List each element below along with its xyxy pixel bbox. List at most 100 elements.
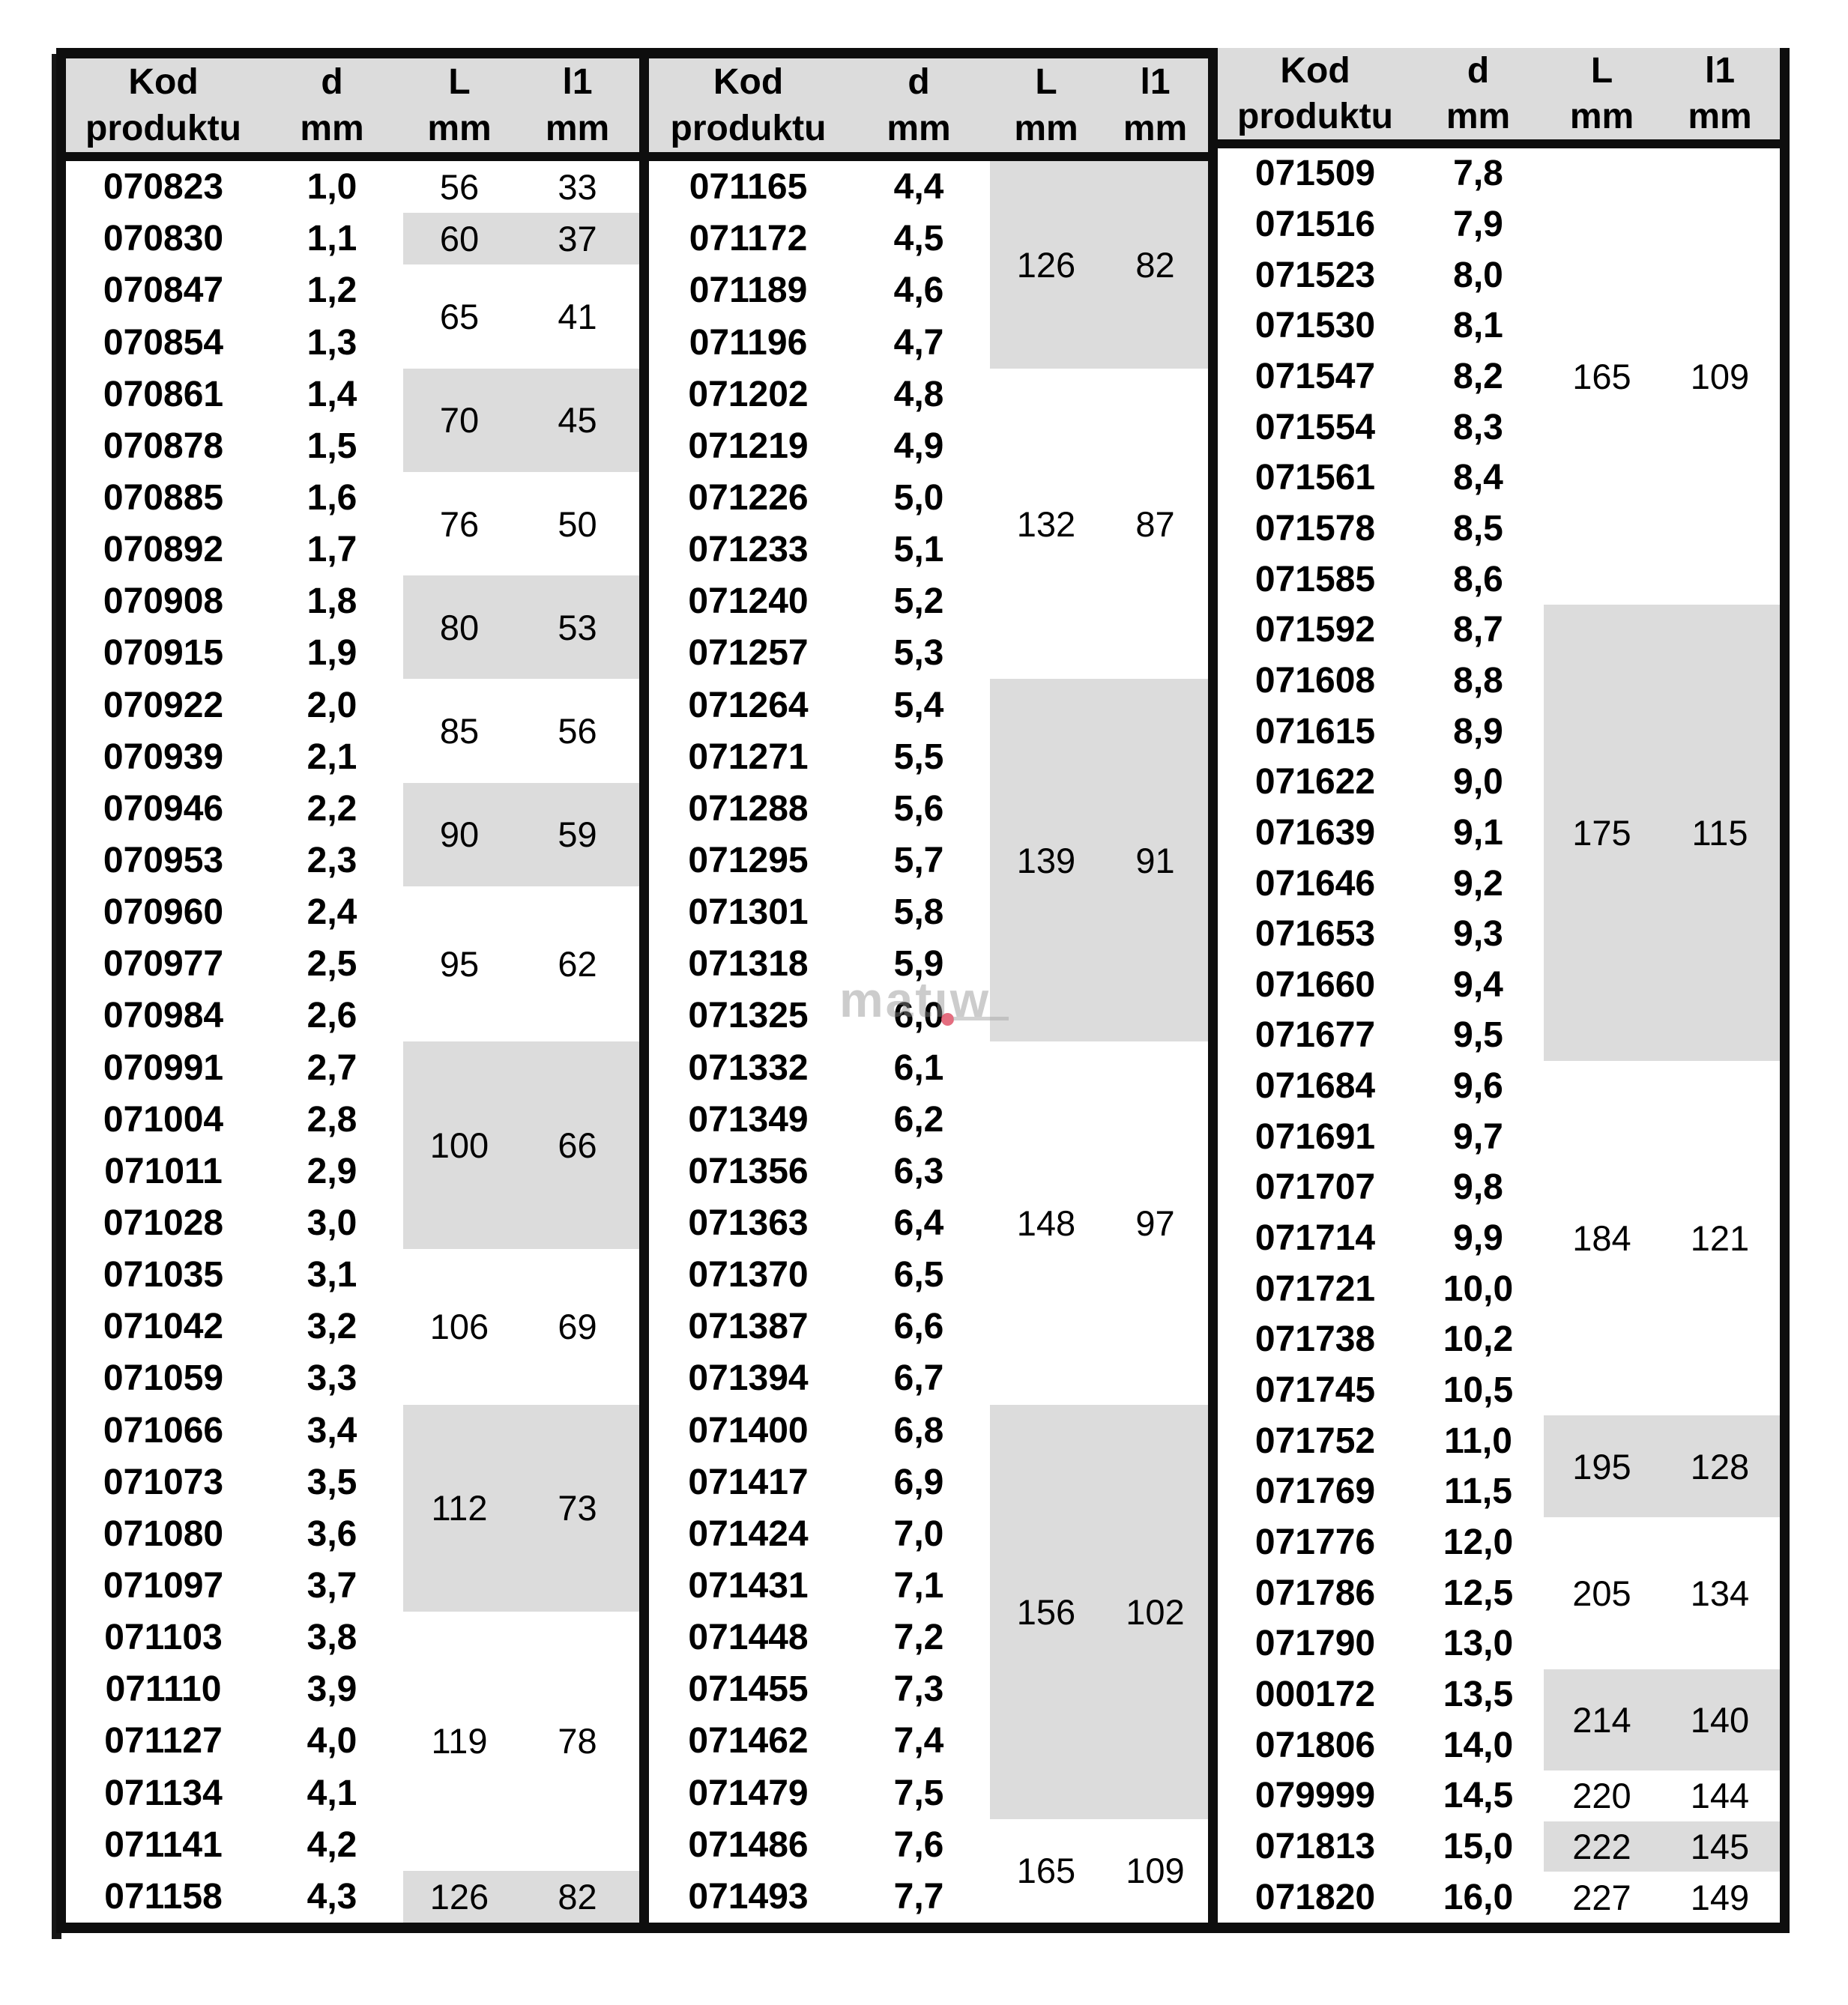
diameter-cell: 3,9	[307, 1669, 357, 1710]
product-code-cell: 071370	[688, 1255, 809, 1295]
L-value: 85	[439, 711, 480, 752]
length-group-cell: 156 102	[990, 1404, 1208, 1819]
diameter-cell: 5,2	[893, 581, 944, 622]
product-code-cell: 071219	[688, 426, 809, 466]
product-code-cell: 070922	[103, 685, 224, 725]
diameter-cell: 2,7	[307, 1047, 357, 1088]
product-code-cell: 071653	[1254, 914, 1376, 955]
L-value: 90	[439, 814, 480, 855]
product-code-cell: 070861	[103, 374, 224, 414]
diameter-cell: 3,0	[307, 1203, 357, 1243]
table-rows: 070823 1,0 070830 1,1 070847 1,2 070854 1,3 0708…	[66, 161, 639, 1923]
l1-value: 115	[1691, 812, 1748, 853]
product-code-cell: 071011	[104, 1151, 223, 1191]
product-code-cell: 070939	[103, 737, 224, 777]
l1-value: 121	[1690, 1218, 1750, 1259]
diameter-cell: 7,6	[893, 1824, 944, 1865]
column-header-L-unit: mm	[427, 109, 492, 149]
diameter-cell: 12,0	[1443, 1522, 1514, 1563]
product-code-cell: 071158	[104, 1876, 223, 1917]
product-code-cell: 071615	[1254, 711, 1376, 752]
diameter-cell: 7,8	[1453, 154, 1503, 194]
l1-value: 62	[558, 944, 597, 985]
diameter-cell: 3,4	[307, 1410, 357, 1451]
length-group-cell: 205 134	[1544, 1517, 1780, 1669]
diameter-cell: 9,1	[1453, 812, 1503, 853]
product-code-cell: 071585	[1254, 559, 1376, 599]
product-code-cell: 071431	[688, 1566, 809, 1606]
diameter-cell: 8,9	[1453, 711, 1503, 752]
product-code-cell: 071455	[688, 1669, 809, 1710]
diameter-cell: 11,5	[1444, 1472, 1512, 1512]
product-code-cell: 070977	[103, 944, 224, 985]
diameter-cell: 6,6	[893, 1307, 944, 1347]
L-value: 60	[439, 219, 480, 259]
L-value: 165	[1016, 1851, 1076, 1891]
diameter-cell: 9,6	[1453, 1066, 1503, 1107]
length-group-cell: 70 45	[403, 368, 639, 472]
diameter-cell: 2,8	[307, 1099, 357, 1140]
column-header-d: d	[908, 61, 930, 102]
diameter-cell: 2,3	[307, 840, 357, 880]
product-code-cell: 071295	[688, 840, 809, 880]
table-header: Kod d L l1 produktu mm mm mm	[1218, 48, 1780, 139]
product-code-cell: 071035	[103, 1255, 224, 1295]
diameter-cell: 1,3	[307, 322, 357, 363]
column-header-L: L	[1035, 61, 1057, 102]
l1-value: 149	[1690, 1877, 1750, 1917]
diameter-cell: 5,8	[893, 892, 944, 933]
diameter-cell: 7,3	[893, 1669, 944, 1710]
diameter-cell: 4,5	[893, 219, 944, 259]
diameter-cell: 3,7	[307, 1566, 357, 1606]
diameter-cell: 2,5	[307, 944, 357, 985]
length-group-cell: 65 41	[403, 264, 639, 368]
product-code-cell: 070946	[103, 788, 224, 829]
watermark-underline	[953, 1017, 1009, 1020]
L-value: 156	[1016, 1591, 1076, 1632]
l1-value: 56	[558, 711, 597, 752]
product-code-cell: 070830	[103, 219, 224, 259]
diameter-cell: 4,2	[307, 1824, 357, 1865]
l1-value: 41	[558, 296, 597, 336]
diameter-cell: 2,4	[307, 892, 357, 933]
l1-value: 144	[1690, 1776, 1750, 1816]
diameter-cell: 4,8	[893, 374, 944, 414]
table-header: Kod d L l1 produktu mm mm mm	[66, 58, 639, 152]
length-group-cell: 80 53	[403, 575, 639, 680]
l1-value: 45	[558, 400, 597, 441]
product-code-cell: 071745	[1254, 1370, 1376, 1411]
l1-value: 134	[1690, 1573, 1750, 1613]
product-code-cell: 070984	[103, 996, 224, 1036]
diameter-cell: 9,9	[1453, 1218, 1503, 1259]
product-code-cell: 071714	[1254, 1218, 1376, 1259]
length-group-cell: 227 149	[1544, 1872, 1780, 1923]
product-code-cell: 071400	[688, 1410, 809, 1451]
diameter-cell: 16,0	[1443, 1877, 1514, 1917]
length-group-cell: 112 73	[403, 1404, 639, 1612]
diameter-cell: 8,1	[1453, 306, 1503, 346]
l1-value: 109	[1126, 1851, 1185, 1891]
column-header-l1: l1	[1140, 61, 1171, 102]
diameter-cell: 5,6	[893, 788, 944, 829]
length-group-cell: 165 109	[1544, 148, 1780, 605]
diameter-cell: 1,6	[307, 477, 357, 518]
product-code-cell: 070847	[103, 270, 224, 311]
l1-value: 91	[1135, 840, 1175, 880]
length-group-cell: 175 115	[1544, 604, 1780, 1061]
L-value: 65	[439, 296, 480, 336]
length-group-cell: 139 91	[990, 679, 1208, 1042]
product-code-cell: 071004	[103, 1099, 224, 1140]
l1-value: 53	[558, 607, 597, 647]
product-code-cell: 071257	[688, 633, 809, 674]
table-border-bottom	[56, 1923, 1790, 1933]
length-group-cell: 165 109	[990, 1819, 1208, 1923]
product-code-cell: 070953	[103, 840, 224, 880]
product-code-cell: 070885	[103, 477, 224, 518]
product-code-cell: 071660	[1254, 964, 1376, 1005]
diameter-cell: 8,5	[1453, 508, 1503, 548]
length-group-cell: 195 128	[1544, 1415, 1780, 1517]
diameter-cell: 15,0	[1443, 1827, 1514, 1866]
product-code-cell: 070892	[103, 530, 224, 570]
panel-divider-1	[639, 48, 649, 1923]
l1-value: 69	[558, 1307, 597, 1347]
